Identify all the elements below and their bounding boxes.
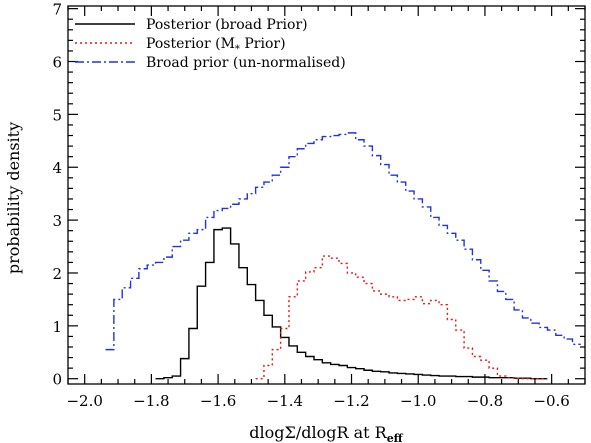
y-tick-label: 7 bbox=[52, 1, 62, 19]
y-tick-label: 6 bbox=[52, 54, 62, 72]
y-tick-label: 5 bbox=[52, 106, 62, 124]
y-tick-label: 2 bbox=[52, 265, 62, 283]
legend-label-broad-prior: Broad prior (un-normalised) bbox=[146, 55, 346, 71]
series-line-1 bbox=[255, 255, 548, 380]
x-axis-label: dlogΣ/dlogR at Reff bbox=[249, 423, 403, 443]
x-tick-label: −1.6 bbox=[200, 392, 236, 410]
y-tick-label: 0 bbox=[52, 371, 62, 389]
x-tick-label: −0.6 bbox=[533, 392, 569, 410]
x-tick-label: −1.8 bbox=[133, 392, 169, 410]
y-tick-label: 4 bbox=[52, 159, 62, 177]
x-tick-label: −0.8 bbox=[467, 392, 503, 410]
y-tick-label: 3 bbox=[52, 212, 62, 230]
x-tick-label: −1.2 bbox=[333, 392, 369, 410]
series-line-0 bbox=[155, 227, 548, 380]
y-tick-label: 1 bbox=[52, 318, 62, 336]
y-axis-label: probability density bbox=[4, 122, 23, 274]
series-line-2 bbox=[105, 132, 581, 351]
x-tick-label: −2.0 bbox=[66, 392, 102, 410]
legend-label-posterior-mstar: Posterior (M* Prior) bbox=[146, 36, 286, 55]
ticks-layer: −2.0 −1.8 −1.6 −1.4 −1.2 −1.0 −0.8 −0.6 0 1 2 3 4 5 6 7 bbox=[52, 1, 586, 410]
x-tick-label: −1.0 bbox=[400, 392, 436, 410]
plot-frame bbox=[67, 5, 586, 385]
legend: Posterior (broad Prior) Posterior (M* Pr… bbox=[75, 17, 346, 71]
x-tick-label: −1.4 bbox=[267, 392, 303, 410]
legend-label-posterior-broad: Posterior (broad Prior) bbox=[146, 17, 308, 33]
series-layer bbox=[105, 132, 581, 380]
